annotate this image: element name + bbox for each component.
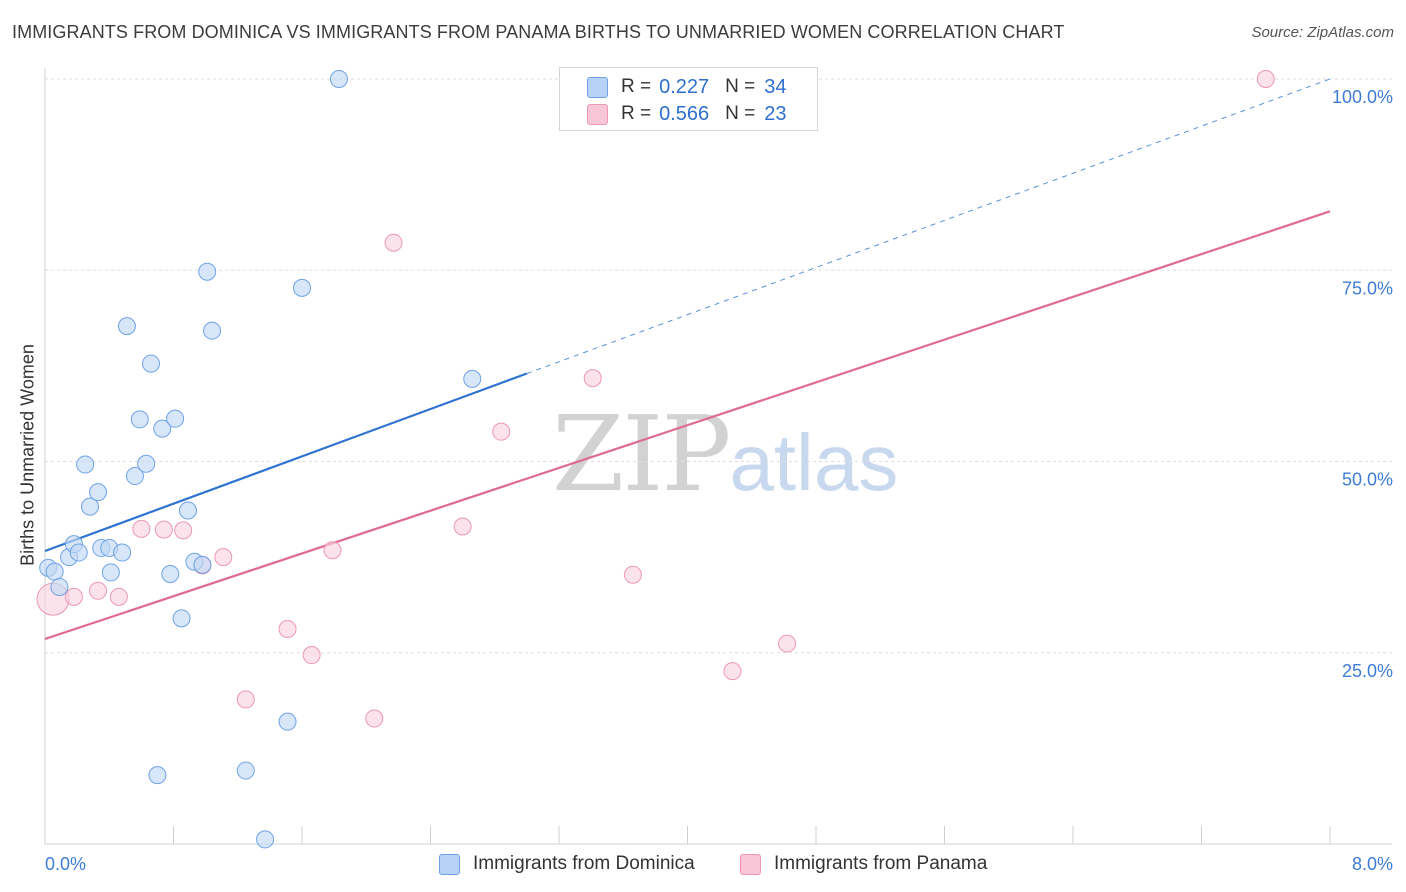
data-point-dominica xyxy=(137,454,156,473)
data-point-dominica xyxy=(45,562,64,581)
data-point-panama xyxy=(492,422,511,441)
legend-swatch-panama xyxy=(587,103,608,125)
data-point-panama xyxy=(132,519,151,538)
point-layer xyxy=(36,70,1275,849)
data-point-dominica xyxy=(142,354,161,373)
x-tick-label: 0.0% xyxy=(45,854,86,874)
data-point-dominica xyxy=(236,761,255,780)
data-point-dominica xyxy=(463,369,482,388)
data-point-dominica xyxy=(69,543,88,562)
data-point-panama xyxy=(384,233,403,252)
legend-n-label: N = xyxy=(725,76,756,97)
data-point-dominica xyxy=(172,609,191,628)
data-point-panama xyxy=(302,646,321,665)
trend-line-panama xyxy=(44,210,1331,641)
legend-r-value: 0.566 xyxy=(659,102,710,125)
grid-layer xyxy=(45,78,1392,654)
trend-line-dominica xyxy=(44,372,528,553)
legend-n-value: 34 xyxy=(764,75,787,98)
series-swatch-dominica xyxy=(439,853,460,875)
data-point-dominica xyxy=(203,321,222,340)
data-point-dominica xyxy=(50,577,69,596)
data-point-panama xyxy=(583,369,602,388)
chart-title: IMMIGRANTS FROM DOMINICA VS IMMIGRANTS F… xyxy=(12,22,1065,42)
legend-n-label: N = xyxy=(725,103,756,124)
data-point-panama xyxy=(109,587,128,606)
data-point-panama xyxy=(365,709,384,728)
axis-layer xyxy=(44,68,1392,845)
legend-swatch-dominica xyxy=(587,76,608,98)
data-point-dominica xyxy=(113,543,132,562)
data-point-dominica xyxy=(161,564,180,583)
data-point-panama xyxy=(453,517,472,536)
data-point-dominica xyxy=(148,766,167,785)
legend-n-value: 23 xyxy=(764,102,787,125)
y-tick-label: 50.0% xyxy=(1342,470,1393,490)
legend-r-label: R = xyxy=(621,103,652,124)
data-point-dominica xyxy=(329,70,348,88)
data-point-panama xyxy=(1256,70,1275,88)
label-layer: 100.0% 75.0% 50.0% 25.0% 0.0% 8.0% xyxy=(45,87,1393,874)
data-point-panama xyxy=(323,541,342,560)
series-swatch-panama xyxy=(740,853,761,875)
data-point-panama xyxy=(778,634,797,653)
data-point-panama xyxy=(278,620,297,639)
x-tick-label: 8.0% xyxy=(1352,854,1393,874)
series-name-panama: Immigrants from Panama xyxy=(774,853,988,874)
data-point-panama xyxy=(174,521,193,540)
data-point-panama xyxy=(723,662,742,681)
legend-row-dominica: R = 0.227 N = 34 xyxy=(560,74,786,100)
data-point-dominica xyxy=(256,830,275,849)
y-axis-title: Births to Unmarried Women xyxy=(17,344,38,566)
legend-r-value: 0.227 xyxy=(659,75,710,98)
data-point-panama xyxy=(214,548,233,567)
data-point-dominica xyxy=(80,497,99,516)
trend-layer xyxy=(44,78,1331,641)
watermark-atlas: atlas xyxy=(729,418,899,507)
data-point-dominica xyxy=(101,563,120,582)
legend-r-label: R = xyxy=(621,76,652,97)
data-point-panama xyxy=(236,690,255,709)
data-point-panama xyxy=(89,581,108,600)
data-point-dominica xyxy=(153,419,172,438)
data-point-dominica xyxy=(166,409,185,428)
series-legend-panama: Immigrants from Panama xyxy=(740,851,987,877)
y-tick-label: 100.0% xyxy=(1332,87,1393,107)
data-point-dominica xyxy=(178,501,197,520)
data-point-dominica xyxy=(293,278,311,297)
series-legend-dominica: Immigrants from Dominica xyxy=(439,851,695,877)
series-name-dominica: Immigrants from Dominica xyxy=(473,853,695,874)
data-point-dominica xyxy=(76,455,95,474)
data-point-dominica xyxy=(117,317,136,336)
source-label: Source: ZipAtlas.com xyxy=(1251,24,1394,41)
data-point-dominica xyxy=(198,262,217,281)
data-point-panama xyxy=(154,520,173,539)
data-point-dominica xyxy=(125,467,144,486)
trend-line-dominica-extension xyxy=(526,78,1331,374)
data-point-dominica xyxy=(278,712,297,731)
watermark: ZIPatlas xyxy=(552,402,898,507)
watermark-zip: ZIP xyxy=(552,393,731,515)
correlation-legend: R = 0.227 N = 34 R = 0.566 N = 23 xyxy=(559,67,818,131)
legend-row-panama: R = 0.566 N = 23 xyxy=(560,101,786,127)
data-point-panama xyxy=(64,587,83,606)
data-point-dominica xyxy=(193,555,212,574)
data-point-dominica xyxy=(89,483,108,502)
y-tick-label: 25.0% xyxy=(1342,661,1393,681)
data-point-panama xyxy=(623,565,642,584)
y-tick-label: 75.0% xyxy=(1342,278,1393,298)
data-point-dominica xyxy=(130,410,149,429)
